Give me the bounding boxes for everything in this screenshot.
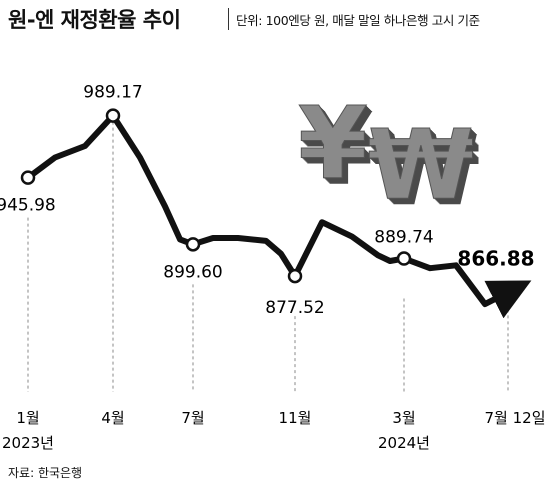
chart-title: 원-엔 재정환율 추이: [8, 8, 181, 32]
won-icon-shadow: ₩: [371, 112, 477, 224]
x-tick-label: 7월 12일: [485, 409, 546, 427]
won-icon-shadow: ₩: [372, 113, 478, 225]
data-label: 889.74: [374, 227, 433, 247]
won-icon: ₩: [368, 109, 474, 221]
yen-won-3d-icon: ¥¥¥¥¥¥¥ ₩₩₩₩₩₩₩: [298, 85, 480, 228]
x-tick-label: 1월: [16, 409, 39, 427]
data-point-marker: [105, 108, 121, 123]
chart-subtitle: 단위: 100엔당 원, 매달 말일 하나은행 고시 기준: [236, 13, 480, 28]
data-label: 877.52: [265, 298, 324, 318]
data-label: 866.88: [457, 246, 534, 270]
data-label: 989.17: [83, 83, 142, 103]
x-tick-label: 4월: [101, 409, 124, 427]
source-note: 자료: 한국은행: [8, 466, 83, 480]
won-icon-shadow: ₩: [370, 111, 476, 223]
data-point-marker: [185, 237, 201, 252]
won-icon-shadow: ₩: [373, 114, 479, 226]
x-tick-label: 3월: [392, 409, 415, 427]
title-separator: [228, 8, 229, 30]
won-icon-shadow: ₩: [369, 110, 475, 222]
x-tick-label: 7월: [181, 409, 204, 427]
yen-icon-shadow: ¥: [300, 87, 370, 204]
data-point-marker: [396, 251, 412, 266]
data-label: 899.60: [163, 262, 222, 282]
data-point-marker: [287, 268, 303, 284]
x-tick-label: 11월: [279, 409, 312, 427]
year-label: 2024년: [378, 434, 430, 452]
data-label: 945.98: [0, 196, 56, 216]
yen-icon-shadow: ¥: [303, 90, 373, 207]
yen-icon-shadow: ¥: [304, 91, 374, 208]
yen-icon-shadow: ¥: [302, 89, 372, 206]
yen-icon: ¥: [298, 85, 368, 202]
year-label: 2023년: [2, 434, 54, 452]
exchange-rate-line: [25, 112, 532, 319]
data-point-marker: [20, 170, 36, 185]
yen-icon-shadow: ¥: [301, 88, 371, 205]
yen-icon-shadow: ¥: [299, 86, 369, 203]
won-icon-shadow: ₩: [374, 115, 480, 227]
